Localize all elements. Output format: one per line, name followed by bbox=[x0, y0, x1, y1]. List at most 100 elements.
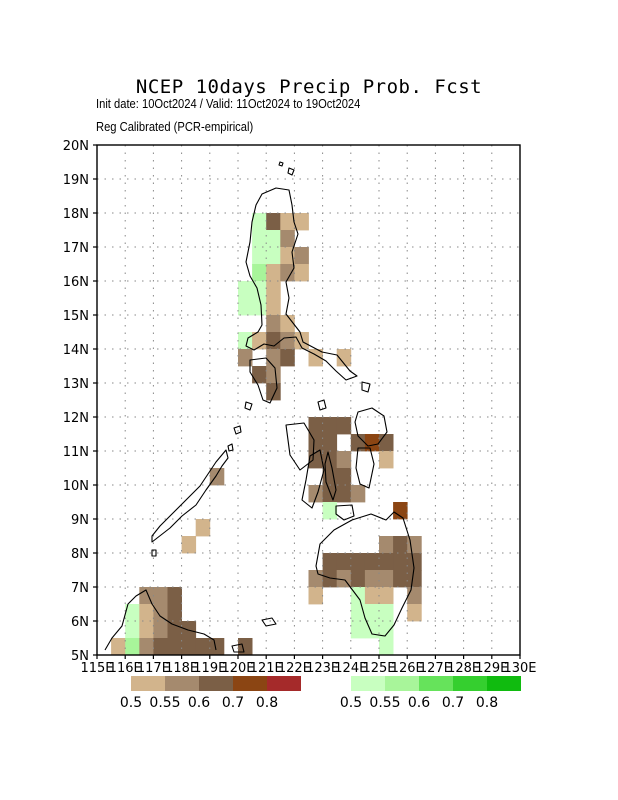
lat-label: 6N bbox=[71, 615, 89, 630]
island-5 bbox=[261, 617, 277, 627]
prob-cell bbox=[393, 570, 408, 588]
island-1 bbox=[287, 167, 295, 176]
prob-cell bbox=[153, 638, 168, 656]
prob-cell bbox=[336, 349, 352, 367]
prob-cell bbox=[280, 264, 295, 282]
prob-cell bbox=[238, 298, 253, 316]
prob-cell bbox=[407, 570, 422, 588]
dry-legend-label: 0.7 bbox=[222, 695, 244, 711]
prob-cell bbox=[336, 417, 352, 435]
prob-cell bbox=[266, 298, 281, 316]
prob-cell bbox=[294, 213, 309, 231]
prob-cell bbox=[322, 553, 338, 571]
prob-cell bbox=[266, 349, 281, 367]
prob-cell bbox=[350, 434, 366, 452]
island-8 bbox=[233, 425, 242, 435]
prob-cell bbox=[308, 417, 323, 435]
prob-cell bbox=[280, 315, 295, 333]
prob-cell bbox=[266, 247, 281, 265]
prob-cell bbox=[407, 604, 422, 622]
palawan-coast bbox=[151, 449, 229, 543]
prob-cell bbox=[379, 553, 394, 571]
prob-cell bbox=[125, 604, 140, 622]
lon-label: 120E bbox=[221, 661, 254, 676]
prob-cell bbox=[336, 553, 352, 571]
prob-cell bbox=[350, 621, 366, 639]
wet-legend-label: 0.55 bbox=[369, 695, 400, 711]
probability-cells bbox=[111, 213, 422, 656]
prob-cell bbox=[407, 553, 422, 571]
prob-cell bbox=[167, 638, 182, 656]
prob-cell bbox=[379, 570, 394, 588]
lat-label: 19N bbox=[63, 173, 89, 188]
prob-cell bbox=[350, 485, 366, 503]
prob-cell bbox=[308, 434, 323, 452]
prob-cell bbox=[393, 553, 408, 571]
prob-cell bbox=[209, 638, 225, 656]
prob-cell bbox=[153, 587, 168, 605]
prob-cell bbox=[336, 485, 352, 503]
prob-cell bbox=[266, 332, 281, 350]
bohol-coast bbox=[335, 504, 355, 521]
lat-label: 13N bbox=[63, 377, 89, 392]
mindanao-coast bbox=[315, 511, 415, 637]
island-4 bbox=[244, 401, 253, 411]
prob-cell bbox=[167, 587, 182, 605]
lon-label: 129E bbox=[475, 661, 508, 676]
wet-legend-label: 0.8 bbox=[476, 695, 498, 711]
island-9 bbox=[227, 443, 234, 452]
negros-coast bbox=[301, 449, 325, 509]
lon-label: 127E bbox=[419, 661, 452, 676]
prob-cell bbox=[322, 502, 338, 520]
prob-cell bbox=[379, 604, 394, 622]
island-3 bbox=[317, 399, 327, 411]
prob-cell bbox=[252, 230, 267, 248]
lon-label: 118E bbox=[165, 661, 198, 676]
mindoro-coast bbox=[249, 357, 278, 404]
prob-cell bbox=[336, 451, 352, 469]
prob-cell bbox=[209, 468, 225, 486]
dry-legend-swatch bbox=[199, 676, 233, 691]
prob-cell bbox=[125, 621, 140, 639]
prob-cell bbox=[238, 332, 253, 350]
prob-cell bbox=[252, 247, 267, 265]
lat-label: 15N bbox=[63, 309, 89, 324]
prob-cell bbox=[266, 383, 281, 401]
lat-label: 9N bbox=[71, 513, 89, 528]
prob-cell bbox=[280, 247, 295, 265]
wet-legend-label: 0.7 bbox=[442, 695, 464, 711]
prob-cell bbox=[181, 638, 197, 656]
prob-cell bbox=[322, 570, 338, 588]
lon-label: 123E bbox=[306, 661, 339, 676]
dry-legend-label: 0.5 bbox=[120, 695, 142, 711]
cebu-coast bbox=[324, 451, 337, 501]
prob-cell bbox=[252, 366, 267, 384]
prob-cell bbox=[350, 587, 366, 605]
prob-cell bbox=[252, 264, 267, 282]
prob-cell bbox=[238, 349, 253, 367]
prob-cell bbox=[252, 298, 267, 316]
prob-cell bbox=[266, 264, 281, 282]
prob-cell bbox=[280, 332, 295, 350]
dry-legend-swatch bbox=[267, 676, 301, 691]
island-7 bbox=[151, 549, 157, 557]
prob-cell bbox=[294, 332, 309, 350]
prob-cell bbox=[364, 553, 380, 571]
prob-cell bbox=[364, 434, 380, 452]
prob-cell bbox=[266, 366, 281, 384]
prob-cell bbox=[238, 638, 253, 656]
prob-cell bbox=[336, 468, 352, 486]
lat-label: 12N bbox=[63, 411, 89, 426]
calibration-note: Reg Calibrated (PCR-empirical) bbox=[96, 119, 254, 134]
lat-label: 17N bbox=[63, 241, 89, 256]
prob-cell bbox=[195, 519, 211, 537]
prob-cell bbox=[139, 638, 154, 656]
dry-legend-label: 0.8 bbox=[256, 695, 278, 711]
lon-label: 115E bbox=[80, 661, 113, 676]
lat-label: 16N bbox=[63, 275, 89, 290]
prob-cell bbox=[350, 604, 366, 622]
leyte-coast bbox=[355, 447, 375, 489]
prob-cell bbox=[350, 570, 366, 588]
wet-legend-swatch bbox=[453, 676, 487, 691]
color-legend: 0.5 0.55 0.6 0.7 0.8 0.5 0.55 0.6 0.7 0.8 bbox=[120, 676, 521, 711]
